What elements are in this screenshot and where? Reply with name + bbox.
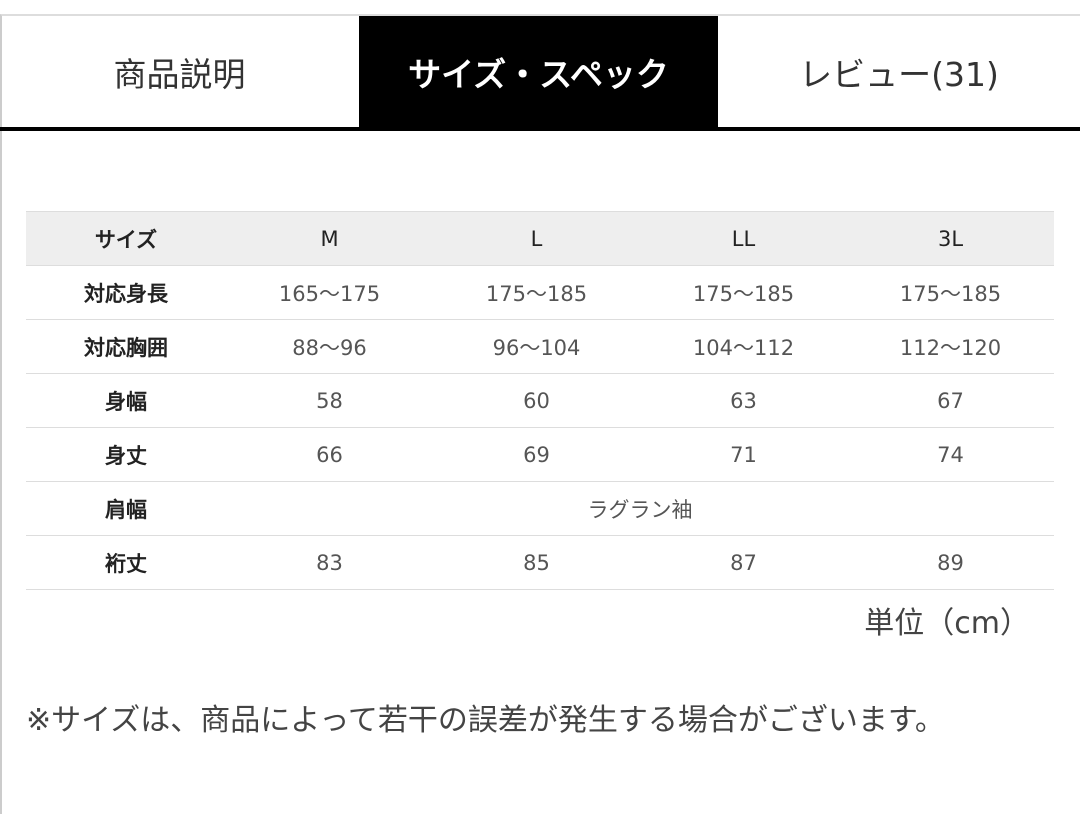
tab-reviews[interactable]: レビュー(31): [799, 54, 999, 94]
merged-cell: ラグラン袖: [226, 481, 1054, 536]
tab-bar: 商品説明 サイズ・スペック レビュー(31): [0, 16, 1080, 127]
table-header-row: サイズ M L LL 3L: [26, 211, 1054, 266]
table-row: 身丈 66 69 71 74: [26, 427, 1054, 482]
unit-label: 単位（cm）: [864, 606, 1030, 641]
cell: 74: [847, 427, 1054, 482]
table-row: 対応身長 165〜175 175〜185 175〜185 175〜185: [26, 265, 1054, 320]
cell: 112〜120: [847, 319, 1054, 374]
cell: 89: [847, 535, 1054, 590]
cell: 71: [640, 427, 847, 482]
cell: 83: [226, 535, 433, 590]
header-cell: M: [226, 211, 433, 266]
cell: 67: [847, 373, 1054, 428]
header-cell: 3L: [847, 211, 1054, 266]
table-row: 肩幅 ラグラン袖: [26, 481, 1054, 536]
row-label: 対応胸囲: [26, 319, 226, 374]
cell: 96〜104: [433, 319, 640, 374]
cell: 87: [640, 535, 847, 590]
header-cell: LL: [640, 211, 847, 266]
tab-description[interactable]: 商品説明: [113, 54, 246, 94]
header-cell: L: [433, 211, 640, 266]
size-table: サイズ M L LL 3L 対応身長 165〜175 175〜185 175〜1…: [26, 211, 1054, 590]
cell: 60: [433, 373, 640, 428]
header-label: サイズ: [26, 211, 226, 266]
row-label: 対応身長: [26, 265, 226, 320]
cell: 165〜175: [226, 265, 433, 320]
tab-size-spec[interactable]: サイズ・スペック: [359, 16, 718, 127]
cell: 175〜185: [847, 265, 1054, 320]
cell: 104〜112: [640, 319, 847, 374]
cell: 66: [226, 427, 433, 482]
row-label: 身丈: [26, 427, 226, 482]
cell: 58: [226, 373, 433, 428]
table-row: 対応胸囲 88〜96 96〜104 104〜112 112〜120: [26, 319, 1054, 374]
cell: 175〜185: [640, 265, 847, 320]
cell: 88〜96: [226, 319, 433, 374]
cell: 85: [433, 535, 640, 590]
size-note: ※サイズは、商品によって若干の誤差が発生する場合がございます。: [26, 703, 945, 738]
cell: 175〜185: [433, 265, 640, 320]
row-label: 裄丈: [26, 535, 226, 590]
table-row: 裄丈 83 85 87 89: [26, 535, 1054, 590]
row-label: 肩幅: [26, 481, 226, 536]
table-row: 身幅 58 60 63 67: [26, 373, 1054, 428]
row-label: 身幅: [26, 373, 226, 428]
tab-underline: [0, 127, 1080, 131]
cell: 63: [640, 373, 847, 428]
cell: 69: [433, 427, 640, 482]
page-frame: [0, 14, 1080, 814]
